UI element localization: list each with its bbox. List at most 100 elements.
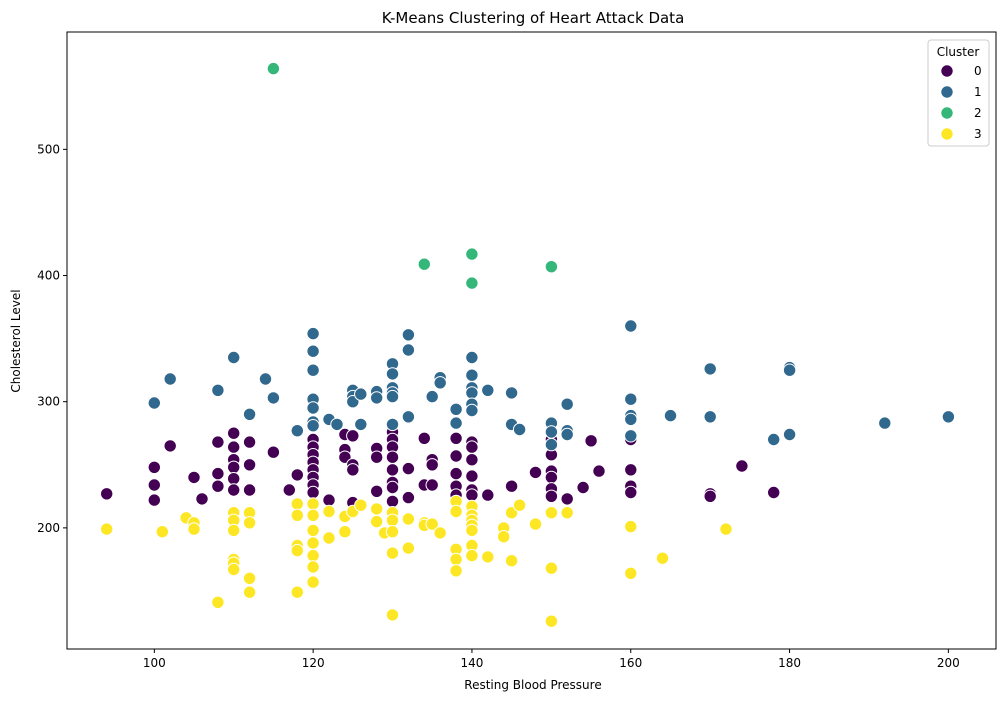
- point-cluster-3: [449, 504, 463, 519]
- point-cluster-3: [449, 564, 463, 578]
- legend-title: Cluster: [937, 45, 980, 59]
- point-cluster-1: [401, 343, 416, 357]
- x-tick-label: 120: [302, 656, 325, 670]
- point-cluster-0: [592, 464, 606, 478]
- point-cluster-2: [266, 61, 281, 76]
- x-tick-label: 200: [937, 656, 960, 670]
- y-tick-label: 200: [37, 521, 60, 535]
- point-cluster-3: [354, 498, 368, 512]
- y-axis-label: Cholesterol Level: [9, 289, 23, 392]
- point-cluster-0: [425, 478, 439, 492]
- point-cluster-3: [544, 506, 559, 520]
- point-cluster-3: [370, 514, 384, 529]
- legend-marker-3: [940, 127, 954, 141]
- point-cluster-3: [528, 517, 543, 531]
- point-cluster-0: [481, 488, 495, 502]
- point-cluster-3: [385, 608, 400, 622]
- point-cluster-1: [401, 328, 416, 342]
- point-cluster-0: [227, 460, 241, 474]
- point-cluster-0: [187, 470, 201, 485]
- point-cluster-1: [624, 429, 638, 443]
- point-cluster-3: [227, 562, 241, 577]
- point-cluster-3: [242, 516, 257, 530]
- point-cluster-1: [163, 372, 177, 386]
- point-cluster-3: [385, 513, 400, 527]
- point-cluster-0: [346, 463, 360, 477]
- point-cluster-2: [417, 257, 431, 271]
- point-cluster-0: [401, 461, 416, 476]
- point-cluster-0: [465, 453, 479, 467]
- plot-frame: [66, 31, 997, 650]
- point-cluster-1: [425, 389, 439, 404]
- point-cluster-0: [370, 450, 384, 464]
- point-cluster-0: [504, 479, 519, 493]
- point-cluster-3: [322, 531, 336, 545]
- point-cluster-0: [449, 431, 463, 445]
- point-cluster-0: [227, 440, 241, 454]
- point-cluster-1: [147, 396, 162, 410]
- point-cluster-0: [242, 435, 257, 449]
- point-cluster-1: [544, 437, 559, 452]
- point-cluster-1: [512, 422, 527, 437]
- point-cluster-1: [385, 367, 400, 381]
- point-cluster-0: [465, 488, 479, 502]
- point-cluster-0: [624, 463, 638, 477]
- y-tick-label: 300: [37, 395, 60, 409]
- point-cluster-0: [290, 468, 304, 482]
- point-cluster-3: [290, 497, 304, 511]
- point-cluster-0: [211, 479, 225, 493]
- point-cluster-1: [354, 387, 368, 401]
- point-cluster-0: [385, 494, 400, 509]
- point-cluster-1: [258, 372, 273, 386]
- point-cluster-0: [735, 459, 749, 473]
- point-cluster-3: [465, 548, 479, 563]
- point-cluster-1: [624, 412, 638, 427]
- point-cluster-0: [227, 483, 241, 497]
- point-cluster-3: [306, 508, 320, 522]
- point-cluster-1: [465, 368, 479, 382]
- x-tick-label: 180: [778, 656, 801, 670]
- point-cluster-0: [449, 449, 463, 463]
- point-cluster-1: [767, 432, 781, 447]
- point-cluster-0: [767, 485, 781, 500]
- point-cluster-1: [941, 410, 956, 424]
- point-cluster-1: [401, 410, 416, 424]
- point-cluster-3: [512, 498, 527, 512]
- point-cluster-3: [449, 552, 463, 567]
- point-cluster-0: [163, 439, 177, 453]
- point-cluster-0: [385, 480, 400, 495]
- point-cluster-1: [306, 326, 320, 341]
- point-cluster-0: [465, 469, 479, 483]
- point-cluster-0: [417, 431, 431, 445]
- point-cluster-3: [655, 551, 670, 565]
- point-cluster-0: [624, 485, 638, 500]
- legend-marker-0: [940, 64, 954, 78]
- point-cluster-0: [370, 484, 384, 498]
- point-cluster-0: [322, 493, 336, 507]
- y-tick-label: 500: [37, 142, 60, 156]
- x-tick-label: 160: [619, 656, 642, 670]
- point-cluster-0: [227, 426, 241, 440]
- point-cluster-3: [560, 506, 574, 520]
- legend-items: 0 1 2 3: [940, 64, 982, 141]
- point-cluster-0: [346, 429, 360, 443]
- point-cluster-0: [385, 450, 400, 464]
- point-cluster-0: [385, 463, 400, 477]
- point-cluster-0: [211, 435, 225, 449]
- point-cluster-1: [544, 425, 559, 439]
- x-tick-label: 140: [460, 656, 483, 670]
- y-tick-label: 400: [37, 269, 60, 283]
- point-cluster-1: [624, 392, 638, 406]
- point-cluster-1: [290, 424, 304, 438]
- point-cluster-0: [465, 440, 479, 454]
- point-cluster-3: [385, 525, 400, 539]
- point-cluster-1: [354, 417, 368, 432]
- point-cluster-1: [703, 362, 717, 376]
- point-cluster-0: [242, 458, 257, 472]
- point-cluster-0: [584, 434, 598, 448]
- point-cluster-0: [227, 472, 241, 486]
- point-cluster-0: [266, 445, 281, 459]
- point-cluster-0: [147, 493, 162, 507]
- x-axis-label: Resting Blood Pressure: [464, 678, 601, 692]
- point-cluster-1: [703, 410, 717, 424]
